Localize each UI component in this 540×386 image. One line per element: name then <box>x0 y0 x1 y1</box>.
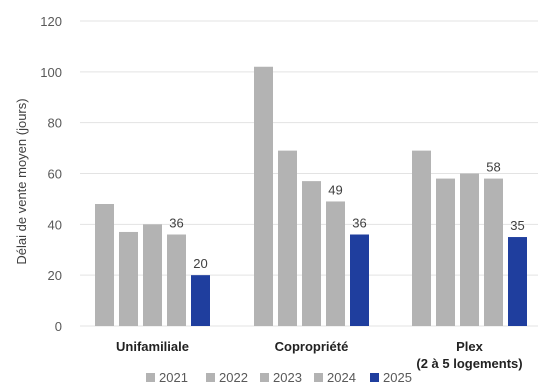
data-label-2025-2: 35 <box>510 218 524 233</box>
bar-2023-0 <box>143 224 162 326</box>
data-label-2025-1: 36 <box>352 216 366 231</box>
bar-2021-2 <box>412 150 431 326</box>
y-tick-label: 80 <box>48 116 62 131</box>
y-tick-label: 0 <box>55 319 62 334</box>
data-label-2024-1: 49 <box>328 182 342 197</box>
legend-swatch-2021 <box>146 373 155 382</box>
category-labels: Unifamiliale Copropriété Plex (2 à 5 logeme… <box>116 339 523 371</box>
data-labels: 36 49 58 20 36 35 <box>169 160 524 272</box>
data-label-2024-0: 36 <box>169 216 183 231</box>
legend-swatch-2025 <box>370 373 379 382</box>
y-tick-label: 100 <box>40 65 62 80</box>
y-tick-label: 20 <box>48 268 62 283</box>
legend-label-2023: 2023 <box>273 370 302 385</box>
data-label-2024-2: 58 <box>486 160 500 175</box>
legend-swatch-2024 <box>314 373 323 382</box>
legend-label-2021: 2021 <box>159 370 188 385</box>
y-tick-label: 120 <box>40 14 62 29</box>
legend-label-2024: 2024 <box>327 370 356 385</box>
category-label: Copropriété <box>275 339 349 354</box>
y-tick-label: 40 <box>48 217 62 232</box>
bar-2024-1 <box>326 201 345 326</box>
bar-2021-0 <box>95 204 114 326</box>
bar-2024-0 <box>167 234 186 326</box>
bar-2025-0 <box>191 275 210 326</box>
data-label-2025-0: 20 <box>193 256 207 271</box>
legend: 2021 2022 2023 2024 2025 <box>146 370 412 385</box>
bar-2023-2 <box>460 173 479 326</box>
category-label: Plex <box>456 339 484 354</box>
bar-2022-2 <box>436 178 455 326</box>
legend-label-2025: 2025 <box>383 370 412 385</box>
legend-swatch-2022 <box>206 373 215 382</box>
bar-2022-0 <box>119 231 138 326</box>
y-axis-title: Délai de vente moyen (jours) <box>14 98 29 264</box>
bar-2023-1 <box>302 181 321 326</box>
y-tick-label: 60 <box>48 167 62 182</box>
bar-2025-2 <box>508 237 527 326</box>
bar-2022-1 <box>278 150 297 326</box>
category-label: (2 à 5 logements) <box>416 356 522 371</box>
legend-label-2022: 2022 <box>219 370 248 385</box>
bar-2025-1 <box>350 234 369 326</box>
bar-2024-2 <box>484 178 503 326</box>
category-label: Unifamiliale <box>116 339 189 354</box>
y-axis-ticks: 0 20 40 60 80 100 120 <box>40 14 62 334</box>
bars <box>95 66 527 326</box>
bar-2021-1 <box>254 66 273 326</box>
legend-swatch-2023 <box>260 373 269 382</box>
